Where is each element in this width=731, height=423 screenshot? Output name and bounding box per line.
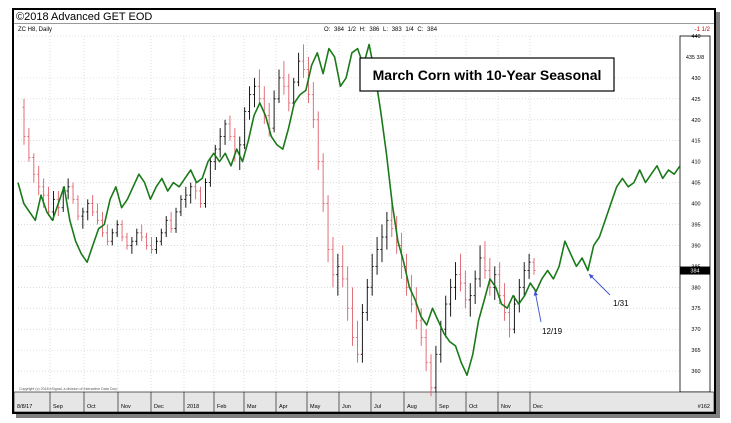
last-price-label: 384: [690, 269, 699, 275]
x-tick-label: 2018: [187, 404, 199, 410]
seasonal-line: [17, 43, 681, 376]
annotation-arrowhead: [589, 274, 594, 279]
time-axis: [14, 391, 714, 412]
symbol-label: ZC H8, Daily: [18, 27, 53, 33]
window-title: ©2018 Advanced GET EOD: [14, 10, 714, 24]
y-tick-label: 395: [691, 222, 700, 228]
chart-title: March Corn with 10-Year Seasonal: [373, 67, 602, 83]
x-tick-label: Dec: [154, 404, 164, 410]
y-tick-label: 360: [691, 369, 700, 375]
y-tick-label: 420: [691, 118, 700, 124]
y-tick-label: 375: [691, 306, 700, 312]
annotation-arrow: [534, 290, 542, 323]
annotation-label-1-31: 1/31: [613, 299, 629, 308]
x-tick-label: Nov: [121, 404, 131, 410]
x-tick-label: Nov: [501, 404, 511, 410]
chart-title-box: [359, 57, 615, 92]
y-tick-label: 365: [691, 348, 700, 354]
y-tick-label: 410: [691, 160, 700, 166]
annotation-arrow: [588, 273, 611, 296]
ohlc-readout: O: 384 1/2 H: 386 L: 383 1/4 C: 384: [324, 27, 438, 33]
x-tick-label: Mar: [247, 404, 257, 410]
price-axis: [679, 35, 711, 393]
top-price-label: 435 3/8: [686, 55, 704, 61]
bottom-right-label: #162: [698, 404, 710, 410]
y-tick-label: 425: [691, 97, 700, 103]
copyright-text: Copyright (c) 2018 eSignal, a division o…: [19, 387, 117, 391]
y-tick-label: 390: [691, 243, 700, 249]
y-tick-label: 400: [691, 202, 700, 208]
last-price-marker: [680, 266, 710, 275]
annotation-arrowhead: [533, 291, 538, 296]
x-tick-label: Sep: [53, 404, 63, 410]
date-label: 8/8/17: [17, 404, 32, 410]
x-tick-label: Apr: [279, 404, 288, 410]
x-tick-label: May: [310, 404, 321, 410]
change-readout: -1 1/2: [694, 27, 710, 33]
y-tick-label: 380: [691, 285, 700, 291]
y-tick-label: 405: [691, 181, 700, 187]
info-bar: ZC H8, Daily O: 384 1/2 H: 386 L: 383 1/…: [14, 25, 714, 35]
y-tick-label: 440: [691, 34, 700, 40]
y-tick-label: 415: [691, 139, 700, 145]
y-tick-label: 370: [691, 327, 700, 333]
x-tick-label: Oct: [87, 404, 96, 410]
x-tick-label: Jun: [342, 404, 351, 410]
chart-window: ©2018 Advanced GET EOD ZC H8, Daily O: 3…: [12, 8, 716, 414]
x-tick-label: Aug: [407, 404, 417, 410]
price-chart: 4404304254204154104054003953903853803753…: [14, 34, 714, 412]
x-tick-label: Feb: [217, 404, 226, 410]
x-tick-label: Jul: [374, 404, 381, 410]
annotation-label-12-19: 12/19: [542, 327, 563, 336]
x-tick-label: Dec: [533, 404, 543, 410]
x-tick-label: Sep: [439, 404, 449, 410]
x-tick-label: Oct: [469, 404, 478, 410]
y-tick-label: 430: [691, 76, 700, 82]
